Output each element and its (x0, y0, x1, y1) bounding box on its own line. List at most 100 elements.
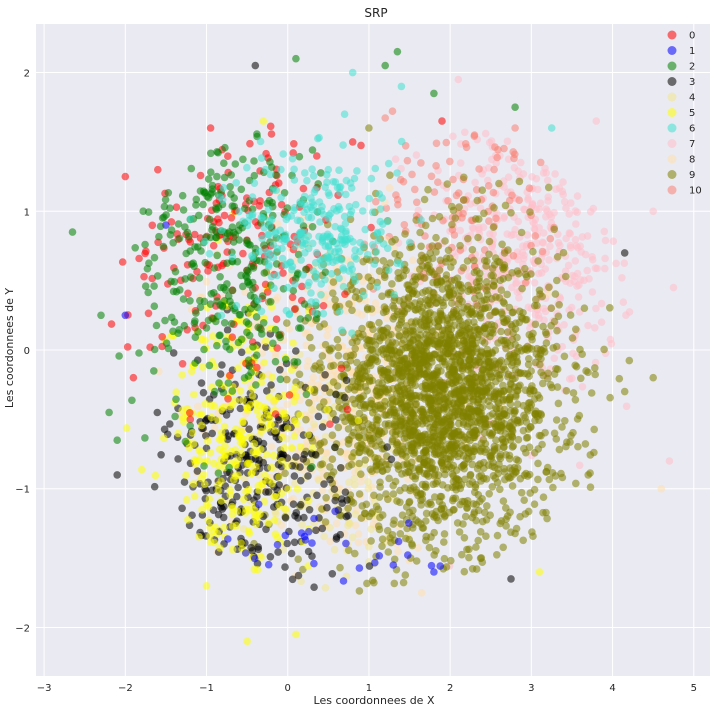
point-series-9 (481, 422, 489, 431)
point-series-9 (542, 467, 551, 476)
point-series-2 (266, 298, 275, 306)
point-series-5 (252, 516, 261, 524)
point-series-9 (448, 202, 456, 211)
point-series-2 (317, 169, 325, 177)
point-series-3 (275, 481, 284, 489)
point-series-2 (210, 289, 218, 297)
point-series-9 (397, 520, 405, 528)
point-series-9 (451, 336, 459, 344)
point-series-5 (293, 485, 302, 493)
point-series-5 (308, 444, 317, 452)
point-series-9 (398, 369, 406, 377)
point-series-9 (461, 475, 469, 484)
point-series-9 (322, 494, 330, 502)
point-series-9 (514, 269, 523, 278)
point-series-10 (446, 157, 454, 166)
point-series-9 (525, 443, 534, 452)
point-series-9 (529, 532, 537, 540)
point-series-9 (524, 360, 533, 369)
point-series-6 (309, 172, 318, 180)
point-series-6 (340, 110, 349, 118)
point-series-9 (516, 381, 524, 390)
point-series-9 (456, 500, 465, 509)
point-series-9 (390, 516, 398, 525)
point-series-9 (519, 536, 527, 545)
legend-marker (667, 170, 677, 179)
point-series-7 (565, 229, 574, 237)
point-series-9 (490, 204, 498, 212)
point-series-0 (158, 333, 166, 341)
point-series-2 (304, 314, 313, 322)
point-series-5 (269, 451, 278, 460)
point-series-10 (500, 144, 508, 153)
point-series-9 (421, 221, 430, 230)
point-series-0 (267, 130, 276, 138)
point-series-9 (489, 410, 497, 418)
point-series-9 (501, 318, 509, 327)
point-series-7 (503, 137, 512, 146)
point-series-9 (320, 438, 328, 446)
point-series-9 (407, 446, 416, 455)
point-series-1 (404, 551, 412, 559)
point-series-9 (472, 543, 480, 551)
point-series-8 (283, 400, 292, 409)
point-series-6 (248, 193, 257, 201)
point-series-8 (354, 530, 363, 538)
point-series-6 (307, 213, 316, 222)
point-series-9 (465, 310, 473, 319)
point-series-9 (441, 427, 450, 436)
point-series-7 (481, 129, 490, 138)
point-series-9 (466, 328, 474, 337)
point-series-9 (478, 392, 486, 400)
point-series-9 (391, 411, 399, 420)
point-series-6 (372, 248, 381, 256)
point-series-9 (442, 254, 451, 262)
point-series-9 (408, 540, 416, 548)
point-series-2 (258, 330, 266, 338)
point-series-6 (228, 253, 237, 261)
point-series-9 (388, 435, 397, 444)
point-series-1 (273, 540, 282, 549)
point-series-7 (461, 128, 469, 137)
point-series-3 (150, 482, 159, 491)
point-series-3 (262, 343, 270, 351)
point-series-5 (227, 447, 235, 456)
point-series-0 (277, 200, 286, 209)
point-series-9 (543, 514, 551, 523)
point-series-0 (224, 395, 232, 403)
point-series-9 (572, 325, 580, 334)
chart-title: SRP (364, 6, 387, 20)
point-series-9 (494, 416, 503, 424)
point-series-9 (435, 376, 444, 385)
point-series-9 (440, 530, 449, 538)
point-series-3 (251, 61, 260, 70)
point-series-9 (459, 385, 467, 393)
point-series-10 (432, 162, 440, 170)
point-series-6 (323, 230, 332, 239)
point-series-9 (350, 449, 358, 457)
point-series-6 (335, 274, 343, 283)
point-series-2 (220, 297, 229, 305)
point-series-5 (214, 486, 222, 495)
point-series-2 (295, 152, 304, 161)
point-series-2 (249, 264, 258, 272)
point-series-9 (399, 445, 407, 454)
point-series-9 (470, 431, 479, 440)
point-series-3 (328, 570, 337, 578)
point-series-9 (399, 271, 408, 280)
point-series-5 (260, 403, 269, 412)
point-series-9 (525, 344, 533, 352)
point-series-9 (571, 396, 580, 404)
point-series-9 (505, 451, 514, 460)
point-series-9 (438, 461, 447, 470)
point-series-8 (210, 423, 219, 432)
point-series-9 (501, 201, 510, 210)
point-series-10 (475, 165, 483, 173)
point-series-3 (299, 455, 308, 463)
point-series-10 (408, 170, 416, 179)
point-series-9 (493, 551, 501, 559)
point-series-9 (329, 289, 337, 298)
point-series-5 (281, 505, 290, 513)
point-series-2 (231, 160, 240, 168)
